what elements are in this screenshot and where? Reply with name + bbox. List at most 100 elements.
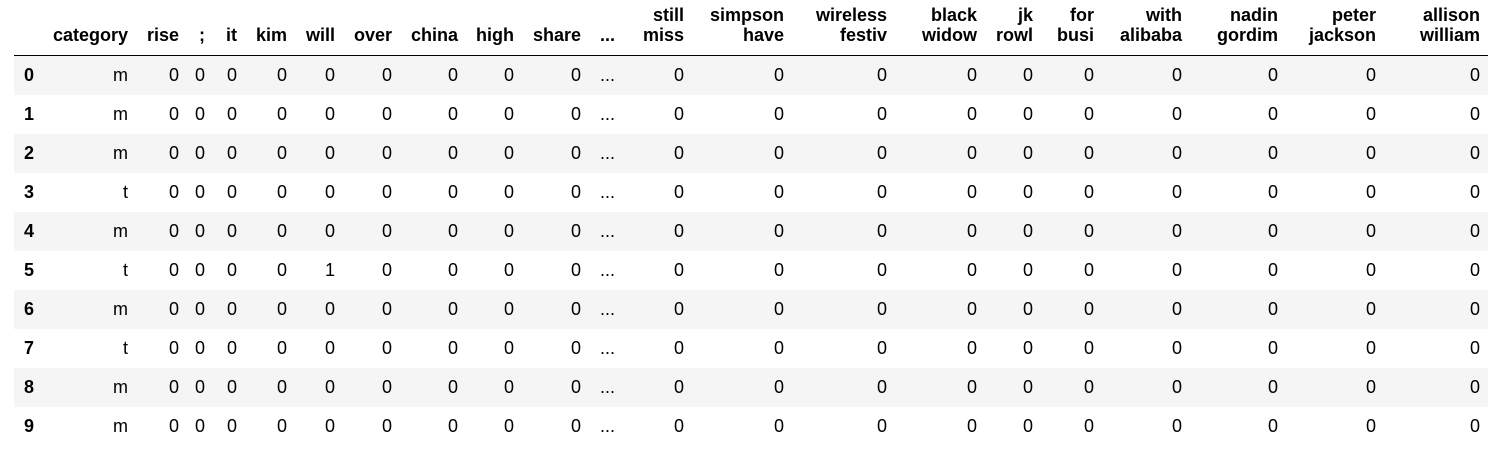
table-cell: 0 bbox=[570, 104, 581, 124]
table-cell: 0 bbox=[1469, 104, 1480, 124]
table-cell: 0 bbox=[1365, 65, 1376, 85]
table-cell: 0 bbox=[324, 221, 335, 241]
table-cell: 0 bbox=[381, 143, 392, 163]
table-row: 4 m 0 0 0 0 0 0 0 0 0... 0 0 0 0 0 0 0 0 0 0 bbox=[14, 212, 1488, 251]
table-cell: 0 bbox=[226, 143, 237, 163]
table-cell: 0 bbox=[966, 104, 977, 124]
table-cell: 0 bbox=[673, 338, 684, 358]
column-header-line: jk bbox=[1017, 5, 1033, 25]
column-header: share bbox=[522, 5, 589, 56]
table-cell: 0 bbox=[876, 182, 887, 202]
table-cell: ... bbox=[599, 221, 615, 241]
table-cell: 0 bbox=[381, 221, 392, 241]
table-cell: 0 bbox=[570, 377, 581, 397]
table-cell: ... bbox=[599, 416, 615, 436]
table-cell: 0 bbox=[226, 260, 237, 280]
table-cell: t bbox=[122, 338, 128, 358]
table-cell: 0 bbox=[276, 338, 287, 358]
column-header: it bbox=[213, 5, 245, 56]
header-row: category rise; it kim will over china high share… bbox=[14, 5, 1488, 56]
column-header-line: festiv bbox=[839, 25, 887, 45]
column-header-line: still bbox=[652, 5, 684, 25]
table-cell: 0 bbox=[1171, 338, 1182, 358]
column-header: still miss bbox=[623, 5, 692, 56]
table-cell: 0 bbox=[194, 377, 205, 397]
table-cell: 0 bbox=[673, 260, 684, 280]
table-cell: m bbox=[113, 143, 128, 163]
table-cell: 0 bbox=[1365, 104, 1376, 124]
table-cell: 0 bbox=[673, 377, 684, 397]
table-cell: 0 bbox=[1171, 143, 1182, 163]
table-cell: 0 bbox=[876, 143, 887, 163]
row-index: 6 bbox=[24, 299, 35, 319]
table-cell: 0 bbox=[324, 416, 335, 436]
table-row: 3 t 0 0 0 0 0 0 0 0 0... 0 0 0 0 0 0 0 0 0 0 bbox=[14, 173, 1488, 212]
table-cell: 0 bbox=[168, 416, 179, 436]
table-cell: 0 bbox=[447, 221, 458, 241]
table-cell: 0 bbox=[673, 182, 684, 202]
table-cell: 0 bbox=[876, 299, 887, 319]
row-index: 0 bbox=[24, 65, 35, 85]
table-cell: 0 bbox=[876, 104, 887, 124]
table-cell: 0 bbox=[1022, 299, 1033, 319]
table-cell: 0 bbox=[276, 182, 287, 202]
table-cell: 0 bbox=[447, 182, 458, 202]
table-cell: 0 bbox=[324, 182, 335, 202]
table-cell: 0 bbox=[503, 377, 514, 397]
table-cell: 0 bbox=[381, 416, 392, 436]
column-header: china bbox=[400, 5, 466, 56]
table-cell: 0 bbox=[966, 338, 977, 358]
column-header-line: will bbox=[305, 25, 335, 45]
column-header-line: allison bbox=[1422, 5, 1480, 25]
table-row: 7 t 0 0 0 0 0 0 0 0 0... 0 0 0 0 0 0 0 0 0 0 bbox=[14, 329, 1488, 368]
table-cell: 0 bbox=[1171, 104, 1182, 124]
column-header: peter jackson bbox=[1286, 5, 1384, 56]
table-cell: ... bbox=[599, 65, 615, 85]
table-cell: ... bbox=[599, 143, 615, 163]
table-cell: 0 bbox=[226, 416, 237, 436]
table-cell: 0 bbox=[1022, 221, 1033, 241]
column-header: jk rowl bbox=[985, 5, 1041, 56]
table-cell: 0 bbox=[168, 65, 179, 85]
table-cell: 0 bbox=[194, 299, 205, 319]
table-cell: 0 bbox=[673, 416, 684, 436]
table-cell: 0 bbox=[1365, 260, 1376, 280]
column-header: with alibaba bbox=[1102, 5, 1190, 56]
column-header: wireless festiv bbox=[792, 5, 895, 56]
dataframe-container: category rise; it kim will over china high share… bbox=[14, 5, 1488, 446]
table-cell: 0 bbox=[1469, 416, 1480, 436]
table-cell: 0 bbox=[673, 104, 684, 124]
table-cell: 0 bbox=[381, 65, 392, 85]
table-cell: 0 bbox=[276, 416, 287, 436]
column-header: for busi bbox=[1041, 5, 1102, 56]
table-cell: 0 bbox=[570, 65, 581, 85]
column-header-line: it bbox=[226, 25, 237, 45]
column-header-line: rowl bbox=[995, 25, 1033, 45]
table-cell: 0 bbox=[1365, 377, 1376, 397]
column-header: nadin gordim bbox=[1190, 5, 1286, 56]
table-cell: 0 bbox=[503, 182, 514, 202]
table-cell: 0 bbox=[226, 221, 237, 241]
table-cell: 0 bbox=[276, 104, 287, 124]
table-cell: 0 bbox=[276, 221, 287, 241]
row-index: 4 bbox=[24, 221, 35, 241]
table-cell: 0 bbox=[447, 143, 458, 163]
column-header-line: simpson bbox=[709, 5, 784, 25]
table-cell: 0 bbox=[194, 338, 205, 358]
column-header-line: jackson bbox=[1308, 25, 1376, 45]
table-cell: 0 bbox=[1267, 377, 1278, 397]
table-cell: 0 bbox=[1267, 338, 1278, 358]
table-cell: 0 bbox=[1083, 260, 1094, 280]
column-header: category bbox=[44, 5, 136, 56]
table-cell: 0 bbox=[168, 221, 179, 241]
table-cell: 0 bbox=[673, 221, 684, 241]
column-header-line: share bbox=[532, 25, 581, 45]
table-cell: 0 bbox=[1022, 182, 1033, 202]
table-cell: 0 bbox=[773, 299, 784, 319]
table-cell: 0 bbox=[1022, 338, 1033, 358]
table-cell: 0 bbox=[324, 104, 335, 124]
table-cell: 0 bbox=[447, 104, 458, 124]
table-cell: 0 bbox=[1267, 221, 1278, 241]
column-header-line: gordim bbox=[1217, 25, 1278, 45]
column-header-line: alibaba bbox=[1119, 25, 1182, 45]
